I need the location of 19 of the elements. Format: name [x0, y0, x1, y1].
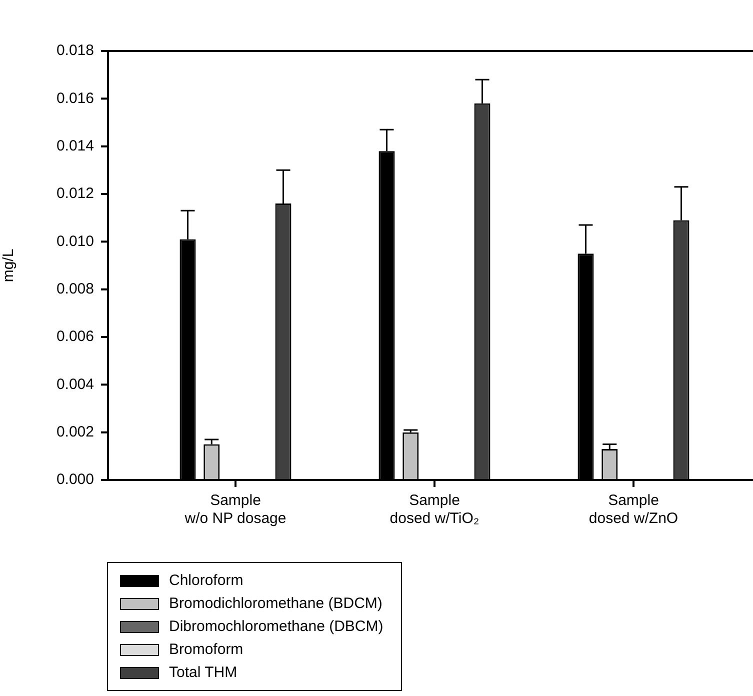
legend-label: Bromoform — [169, 640, 244, 660]
x-tick-label: Sample w/o NP dosage — [184, 492, 286, 528]
x-tick-label: Sample dosed w/ZnO — [588, 492, 678, 528]
y-tick-label: 0.012 — [56, 185, 94, 202]
y-tick-label: 0.014 — [56, 137, 94, 154]
legend-label: Chloroform — [169, 571, 244, 591]
x-tick-label: Sample dosed w/TiO₂ — [390, 492, 480, 528]
y-tick-label: 0.000 — [56, 471, 94, 488]
legend-label: Dibromochloromethane (DBCM) — [169, 617, 384, 637]
legend-label: Total THM — [169, 663, 238, 683]
y-tick-label: 0.006 — [56, 328, 94, 346]
y-tick-label: 0.004 — [56, 376, 94, 393]
y-tick-label: 0.002 — [56, 423, 94, 440]
y-axis-title: mg/L — [0, 248, 18, 282]
y-tick-label: 0.008 — [56, 280, 94, 298]
legend-label: Bromodichloromethane (BDCM) — [169, 594, 382, 614]
y-tick-label: 0.016 — [56, 90, 94, 107]
y-tick-label: 0.018 — [56, 42, 94, 60]
y-tick-label: 0.010 — [56, 232, 94, 250]
